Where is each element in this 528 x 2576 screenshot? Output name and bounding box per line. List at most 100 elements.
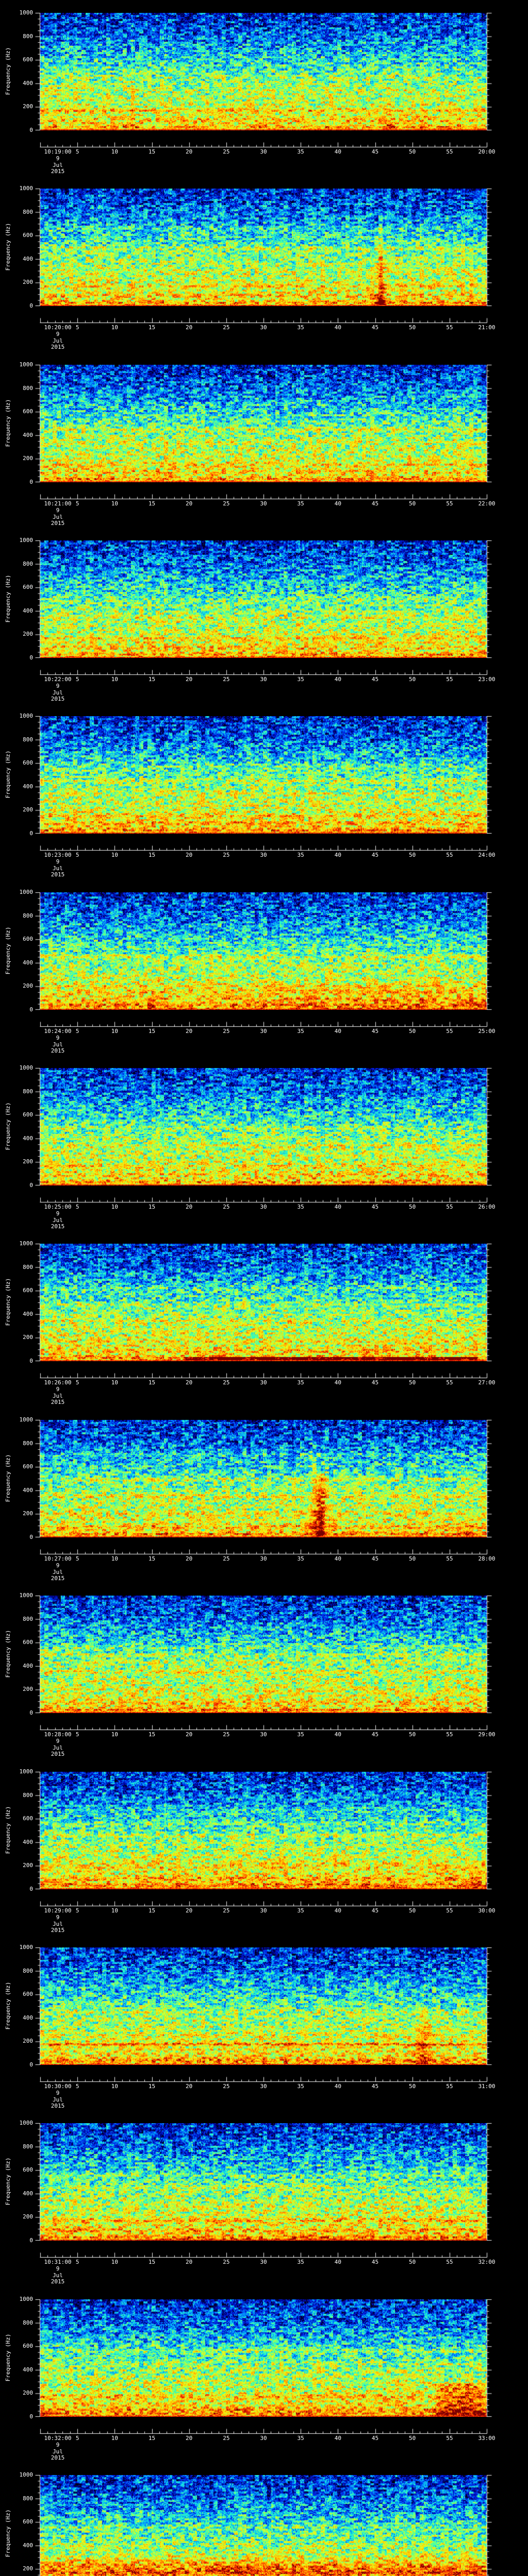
freq-tick-label: 800 [23, 560, 33, 567]
start-time-label: 10:22:00 [44, 676, 72, 683]
spectrogram-panel-8: 0 200 400 600 800 1000 Frequency (Hz) 10:26:00 5… [0, 1231, 528, 1407]
freq-tick-label: 800 [23, 2143, 33, 2150]
freq-tick-label: 800 [23, 2319, 33, 2326]
second-tick-label: 10 [111, 1907, 118, 1914]
second-tick-label: 35 [297, 2259, 304, 2265]
date-line: 9 [56, 2090, 60, 2096]
freq-tick-label: 200 [23, 279, 33, 286]
date-line: 2015 [51, 1399, 65, 1405]
start-time-label: 10:26:00 [44, 1379, 72, 1386]
start-time-label: 10:21:00 [44, 500, 72, 507]
date-line: Jul [53, 1041, 63, 1048]
second-tick-label: 40 [334, 148, 341, 155]
freq-tick-label: 400 [23, 607, 33, 614]
second-tick-label: 30 [260, 1379, 267, 1386]
second-tick-label: 20 [186, 2435, 193, 2442]
date-line: 9 [56, 2265, 60, 2272]
start-time-label: 10:24:00 [44, 1028, 72, 1035]
second-tick-label: 45 [371, 1028, 379, 1035]
freq-tick-label: 1000 [19, 889, 34, 895]
date-line: Jul [53, 1392, 63, 1399]
second-tick-label: 15 [148, 1731, 156, 1738]
spectrogram-panel-12: 0 200 400 600 800 1000 Frequency (Hz) 10:30:00 5… [0, 1935, 528, 2111]
second-tick-label: 50 [409, 676, 416, 683]
end-time-label: 20:00 [478, 148, 496, 155]
second-tick-label: 50 [409, 1028, 416, 1035]
second-tick-label: 55 [446, 148, 453, 155]
freq-tick-label: 0 [29, 830, 33, 837]
second-tick-label: 40 [334, 1379, 341, 1386]
freq-tick-label: 600 [23, 1287, 33, 1294]
freq-tick-label: 800 [23, 208, 33, 215]
end-time-label: 27:00 [478, 1379, 496, 1386]
start-time-label: 10:23:00 [44, 852, 72, 858]
second-tick-label: 20 [186, 1731, 193, 1738]
freq-tick-label: 800 [23, 1967, 33, 1974]
spectrogram-panel-14: 0 200 400 600 800 1000 Frequency (Hz) 10:32:00 5… [0, 2286, 528, 2463]
freq-tick-label: 1000 [19, 1944, 34, 1951]
freq-tick-label: 0 [29, 1709, 33, 1716]
second-tick-label: 15 [148, 2435, 156, 2442]
second-tick-label: 10 [111, 2083, 118, 2090]
second-tick-label: 20 [186, 148, 193, 155]
second-tick-label: 5 [75, 324, 79, 331]
freq-tick-label: 1000 [19, 361, 34, 368]
axes-11 [0, 1759, 528, 1935]
y-axis-title: Frequency (Hz) [5, 1278, 11, 1326]
second-tick-label: 50 [409, 148, 416, 155]
second-tick-label: 25 [223, 148, 230, 155]
spectrogram-panel-13: 0 200 400 600 800 1000 Frequency (Hz) 10:31:00 5… [0, 2110, 528, 2286]
second-tick-label: 10 [111, 1204, 118, 1210]
date-line: 9 [56, 1738, 60, 1744]
second-tick-label: 15 [148, 676, 156, 683]
date-line: 9 [56, 507, 60, 514]
date-line: 2015 [51, 2454, 65, 2461]
freq-tick-label: 200 [23, 1334, 33, 1341]
y-axis-title: Frequency (Hz) [5, 574, 11, 623]
freq-tick-label: 600 [23, 2166, 33, 2174]
date-line: Jul [53, 865, 63, 872]
axes-5 [0, 703, 528, 879]
freq-tick-label: 800 [23, 736, 33, 743]
freq-tick-label: 400 [23, 1838, 33, 1845]
end-time-label: 31:00 [478, 2083, 496, 2090]
date-line: Jul [53, 2272, 63, 2279]
second-tick-label: 30 [260, 2083, 267, 2090]
freq-tick-label: 800 [23, 2495, 33, 2502]
second-tick-label: 50 [409, 1204, 416, 1210]
second-tick-label: 50 [409, 2083, 416, 2090]
second-tick-label: 10 [111, 852, 118, 858]
freq-tick-label: 400 [23, 2366, 33, 2373]
second-tick-label: 15 [148, 852, 156, 858]
second-tick-label: 5 [75, 1028, 79, 1035]
freq-tick-label: 600 [23, 56, 33, 63]
date-line: 2015 [51, 2103, 65, 2109]
second-tick-label: 10 [111, 676, 118, 683]
date-line: 2015 [51, 1047, 65, 1054]
second-tick-label: 20 [186, 2083, 193, 2090]
date-line: 2015 [51, 696, 65, 702]
end-time-label: 29:00 [478, 1731, 496, 1738]
second-tick-label: 30 [260, 148, 267, 155]
end-time-label: 22:00 [478, 500, 496, 507]
second-tick-label: 40 [334, 1204, 341, 1210]
second-tick-label: 55 [446, 852, 453, 858]
second-tick-label: 10 [111, 2435, 118, 2442]
second-tick-label: 15 [148, 324, 156, 331]
second-tick-label: 5 [75, 852, 79, 858]
freq-tick-label: 800 [23, 32, 33, 40]
end-time-label: 23:00 [478, 676, 496, 683]
second-tick-label: 55 [446, 1379, 453, 1386]
freq-tick-label: 1000 [19, 185, 34, 192]
second-tick-label: 50 [409, 1907, 416, 1914]
second-tick-label: 50 [409, 324, 416, 331]
date-line: Jul [53, 1568, 63, 1575]
freq-tick-label: 400 [23, 959, 33, 966]
second-tick-label: 30 [260, 2435, 267, 2442]
spectrogram-panel-4: 0 200 400 600 800 1000 Frequency (Hz) 10:22:00 5… [0, 528, 528, 704]
second-tick-label: 20 [186, 1907, 193, 1914]
spectrogram-panel-11: 0 200 400 600 800 1000 Frequency (Hz) 10:29:00 5… [0, 1759, 528, 1935]
second-tick-label: 55 [446, 1907, 453, 1914]
